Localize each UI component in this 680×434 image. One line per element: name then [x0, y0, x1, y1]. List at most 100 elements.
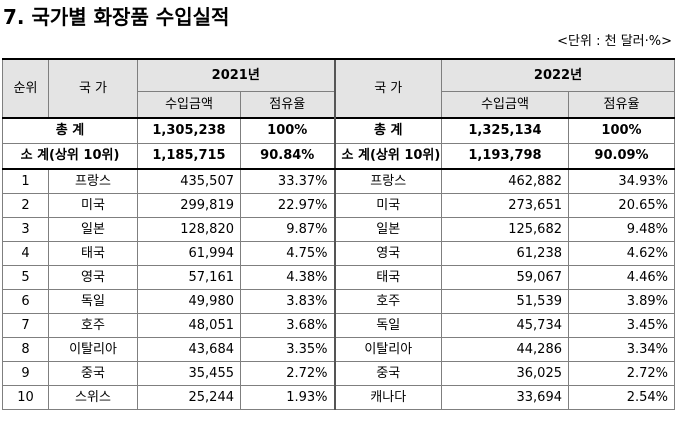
rank-cell: 7 [2, 313, 49, 338]
header-amount-2021: 수입금액 [137, 91, 241, 119]
table-row: 8 이탈리아 43,684 3.35% 이탈리아 44,286 3.34% [2, 337, 675, 362]
rank-cell: 3 [2, 217, 49, 242]
country-2022-cell: 독일 [333, 313, 442, 338]
subtotal-label-2022: 소 계(상위 10위) [333, 143, 442, 170]
amount-2021-cell: 48,051 [137, 313, 241, 338]
country-2021-cell: 일본 [48, 217, 138, 242]
share-2021-cell: 2.72% [240, 361, 335, 386]
share-2022-cell: 34.93% [568, 168, 675, 194]
table-row: 3 일본 128,820 9.87% 일본 125,682 9.48% [2, 217, 675, 242]
rank-cell: 5 [2, 265, 49, 290]
amount-2022-cell: 61,238 [441, 241, 569, 266]
share-2021-cell: 3.35% [240, 337, 335, 362]
country-2021-cell: 독일 [48, 289, 138, 314]
rank-cell: 4 [2, 241, 49, 266]
header-row-2: 수입금액 점유율 수입금액 점유율 [3, 91, 675, 119]
amount-2021-cell: 128,820 [137, 217, 241, 242]
amount-2022-cell: 45,734 [441, 313, 569, 338]
header-rank: 순위 [2, 58, 49, 119]
header-country-2022: 국 가 [333, 58, 442, 119]
amount-2022-cell: 462,882 [441, 168, 569, 194]
amount-2021-cell: 49,980 [137, 289, 241, 314]
total-row: 총 계 1,305,238 100% 총 계 1,325,134 100% [2, 117, 675, 144]
header-share-2022: 점유율 [568, 91, 675, 119]
country-2021-cell: 중국 [48, 361, 138, 386]
amount-2022-cell: 51,539 [441, 289, 569, 314]
share-2022-cell: 2.72% [568, 361, 675, 386]
country-2022-cell: 일본 [333, 217, 442, 242]
header-share-2021: 점유율 [240, 91, 335, 119]
table-row: 4 태국 61,994 4.75% 영국 61,238 4.62% [2, 241, 675, 266]
subtotal-amount-2022: 1,193,798 [441, 143, 569, 170]
subtotal-row: 소 계(상위 10위) 1,185,715 90.84% 소 계(상위 10위)… [2, 143, 675, 170]
share-2022-cell: 3.45% [568, 313, 675, 338]
table-row: 9 중국 35,455 2.72% 중국 36,025 2.72% [2, 361, 675, 386]
country-2022-cell: 호주 [333, 289, 442, 314]
country-2022-cell: 이탈리아 [333, 337, 442, 362]
subtotal-share-2021: 90.84% [240, 143, 335, 170]
amount-2021-cell: 57,161 [137, 265, 241, 290]
rank-cell: 10 [2, 385, 49, 410]
country-2022-cell: 영국 [333, 241, 442, 266]
country-2021-cell: 호주 [48, 313, 138, 338]
table-row: 1 프랑스 435,507 33.37% 프랑스 462,882 34.93% [2, 168, 675, 194]
header-year-2022: 2022년 [441, 58, 675, 92]
country-2022-cell: 중국 [333, 361, 442, 386]
country-2021-cell: 프랑스 [48, 168, 138, 194]
amount-2021-cell: 43,684 [137, 337, 241, 362]
share-2022-cell: 4.62% [568, 241, 675, 266]
share-2021-cell: 3.83% [240, 289, 335, 314]
table-row: 2 미국 299,819 22.97% 미국 273,651 20.65% [2, 193, 675, 218]
table-row: 5 영국 57,161 4.38% 태국 59,067 4.46% [2, 265, 675, 290]
total-amount-2022: 1,325,134 [441, 117, 569, 144]
amount-2022-cell: 36,025 [441, 361, 569, 386]
share-2021-cell: 33.37% [240, 168, 335, 194]
country-2022-cell: 프랑스 [333, 168, 442, 194]
share-2021-cell: 4.38% [240, 265, 335, 290]
total-amount-2021: 1,305,238 [137, 117, 241, 144]
total-share-2022: 100% [568, 117, 675, 144]
total-share-2021: 100% [240, 117, 335, 144]
rank-cell: 8 [2, 337, 49, 362]
share-2021-cell: 1.93% [240, 385, 335, 410]
country-2021-cell: 스위스 [48, 385, 138, 410]
amount-2021-cell: 299,819 [137, 193, 241, 218]
rank-cell: 6 [2, 289, 49, 314]
share-2021-cell: 9.87% [240, 217, 335, 242]
country-2022-cell: 캐나다 [333, 385, 442, 410]
country-2022-cell: 태국 [333, 265, 442, 290]
header-amount-2022: 수입금액 [441, 91, 569, 119]
unit-note: <단위 : 천 달러·%> [557, 34, 672, 49]
rank-cell: 1 [2, 168, 49, 194]
table-row: 6 독일 49,980 3.83% 호주 51,539 3.89% [2, 289, 675, 314]
page-title: 7. 국가별 화장품 수입실적 [3, 5, 230, 29]
share-2022-cell: 9.48% [568, 217, 675, 242]
header-year-2021: 2021년 [137, 58, 335, 92]
share-2022-cell: 20.65% [568, 193, 675, 218]
amount-2021-cell: 35,455 [137, 361, 241, 386]
amount-2022-cell: 273,651 [441, 193, 569, 218]
country-2021-cell: 미국 [48, 193, 138, 218]
amount-2021-cell: 61,994 [137, 241, 241, 266]
share-2022-cell: 4.46% [568, 265, 675, 290]
amount-2022-cell: 33,694 [441, 385, 569, 410]
share-2022-cell: 2.54% [568, 385, 675, 410]
country-2022-cell: 미국 [333, 193, 442, 218]
country-2021-cell: 태국 [48, 241, 138, 266]
country-2021-cell: 이탈리아 [48, 337, 138, 362]
share-2022-cell: 3.89% [568, 289, 675, 314]
amount-2022-cell: 44,286 [441, 337, 569, 362]
country-2021-cell: 영국 [48, 265, 138, 290]
header-country-2021: 국 가 [48, 58, 138, 119]
subtotal-amount-2021: 1,185,715 [137, 143, 241, 170]
table-row: 7 호주 48,051 3.68% 독일 45,734 3.45% [2, 313, 675, 338]
import-table: 순위 국 가 2021년 국 가 2022년 수입금액 점유율 수입금액 점유율… [2, 58, 675, 410]
rank-cell: 9 [2, 361, 49, 386]
share-2021-cell: 3.68% [240, 313, 335, 338]
amount-2021-cell: 25,244 [137, 385, 241, 410]
share-2021-cell: 4.75% [240, 241, 335, 266]
amount-2021-cell: 435,507 [137, 168, 241, 194]
share-2021-cell: 22.97% [240, 193, 335, 218]
subtotal-share-2022: 90.09% [568, 143, 675, 170]
amount-2022-cell: 125,682 [441, 217, 569, 242]
